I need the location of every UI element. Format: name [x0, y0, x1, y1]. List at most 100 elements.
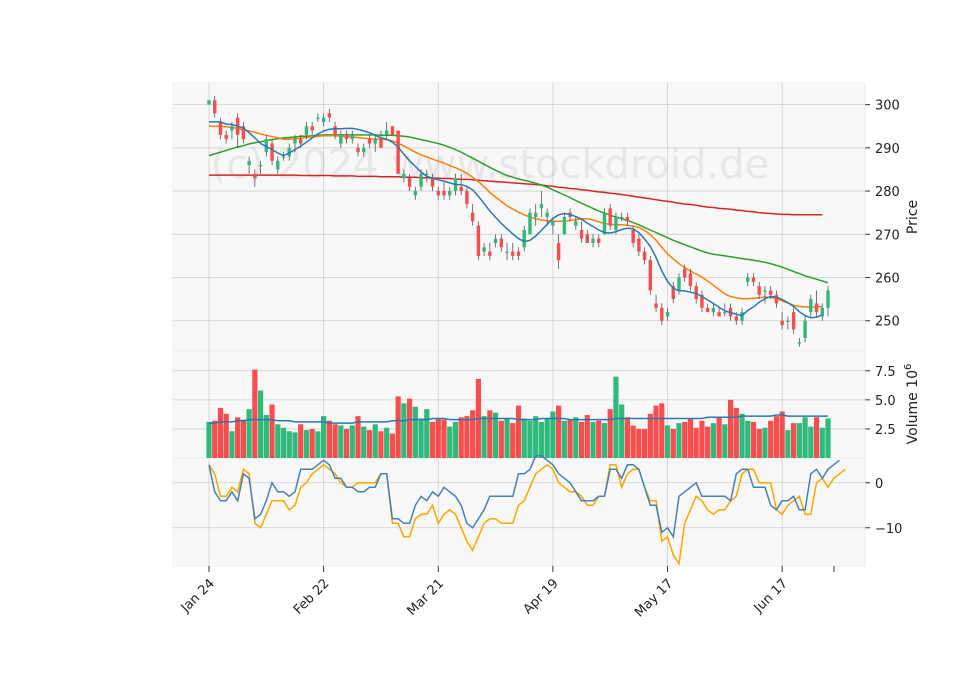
volume-bar [647, 413, 653, 458]
volume-tick-label: 2.5 [875, 423, 896, 438]
candle-body [539, 204, 544, 209]
candle-body [533, 212, 538, 217]
volume-bar [395, 396, 401, 458]
volume-bar [727, 399, 734, 458]
candle-body [430, 178, 435, 187]
volume-bar [791, 423, 797, 458]
volume-bar [275, 424, 281, 458]
volume-bar [240, 419, 246, 458]
volume-bar [659, 403, 665, 458]
volume-bar [298, 424, 304, 458]
candle-body [705, 307, 710, 313]
volume-bar [464, 416, 470, 458]
x-tick-label: Jun 17 [751, 576, 791, 616]
candle-body [384, 130, 389, 135]
candle-body [803, 320, 807, 339]
candle-body [780, 320, 784, 326]
candle-body [740, 312, 744, 321]
candle-body [562, 217, 567, 235]
volume-bar [739, 413, 745, 458]
volume-bar [630, 425, 636, 458]
volume-tick-label: 5.0 [875, 394, 896, 409]
candle-body [258, 165, 263, 167]
volume-bar [561, 420, 567, 458]
volume-bar [384, 427, 390, 458]
volume-bar [601, 423, 608, 458]
candle-body [826, 290, 830, 308]
candle-body [333, 126, 337, 135]
candle-body [660, 307, 664, 321]
volume-bar [538, 421, 545, 458]
volume-bar [378, 431, 384, 458]
volume-bar [257, 390, 264, 458]
volume-bar [687, 418, 694, 458]
volume-bar [676, 423, 682, 458]
volume-bar [303, 430, 310, 458]
volume-bar [229, 431, 235, 458]
volume-bar [217, 407, 224, 458]
volume-ma-line [209, 414, 828, 424]
candle-body [814, 303, 819, 313]
candle-body [230, 126, 234, 131]
candle-body [763, 290, 767, 292]
volume-bar [280, 427, 287, 458]
volume-axis-label-text: Volume 10 [905, 370, 921, 444]
volume-bar [607, 409, 613, 458]
volume-bar [773, 416, 780, 458]
volume-bar [510, 423, 516, 458]
volume-bar [212, 420, 218, 458]
volume-bar [653, 405, 659, 458]
volume-bar [556, 405, 562, 458]
candle-body [396, 130, 400, 174]
watermark: (c) 2024 www.stockdroid.de [211, 142, 769, 188]
candle-body [585, 234, 589, 243]
candle-body [241, 126, 246, 140]
volume-bar [584, 414, 590, 458]
candle-body [654, 303, 658, 308]
volume-bar [521, 418, 527, 458]
volume-bar [389, 433, 396, 458]
volume-bar [533, 416, 539, 458]
moving-average-lines [208, 125, 829, 309]
candle-body [339, 134, 343, 144]
volume-bar [263, 414, 269, 458]
volume-bar [481, 416, 487, 458]
volume-bar [424, 409, 430, 458]
candle-body [442, 191, 446, 196]
candle-body [459, 186, 463, 192]
volume-bar [372, 424, 378, 458]
oscillator-tick-label: 0 [875, 477, 883, 492]
x-tick-label: Jan 24 [178, 576, 218, 616]
candle-body [820, 307, 824, 317]
volume-bar [515, 405, 522, 458]
candle-body [700, 294, 704, 308]
volume-bar [779, 411, 785, 458]
ma-longest-line [209, 174, 823, 216]
volume-bar [550, 411, 556, 458]
volume-bar [813, 417, 820, 458]
candlesticks [207, 95, 830, 347]
volume-bar [802, 417, 808, 458]
volume-bar [326, 420, 332, 458]
candle-body [304, 126, 309, 135]
volume-bar [343, 428, 350, 458]
x-tick-label: May 17 [632, 576, 676, 620]
candle-body [665, 312, 670, 317]
candle-body [299, 139, 303, 144]
candle-body [390, 126, 395, 135]
candle-body [419, 173, 423, 187]
price-tick-label: 290 [875, 142, 900, 157]
candle-body [425, 173, 429, 175]
price-tick-label: 270 [875, 228, 900, 243]
price-tick-label: 280 [875, 185, 900, 200]
volume-bar [636, 428, 642, 458]
volume-bar [246, 409, 252, 458]
candle-body [694, 286, 698, 300]
candle-body [356, 147, 360, 153]
candle-body [591, 238, 595, 243]
volume-bar [458, 417, 464, 458]
volume-bar [756, 428, 762, 458]
volume-bar [452, 421, 459, 458]
candle-body [493, 238, 498, 243]
volume-bar [361, 426, 367, 458]
